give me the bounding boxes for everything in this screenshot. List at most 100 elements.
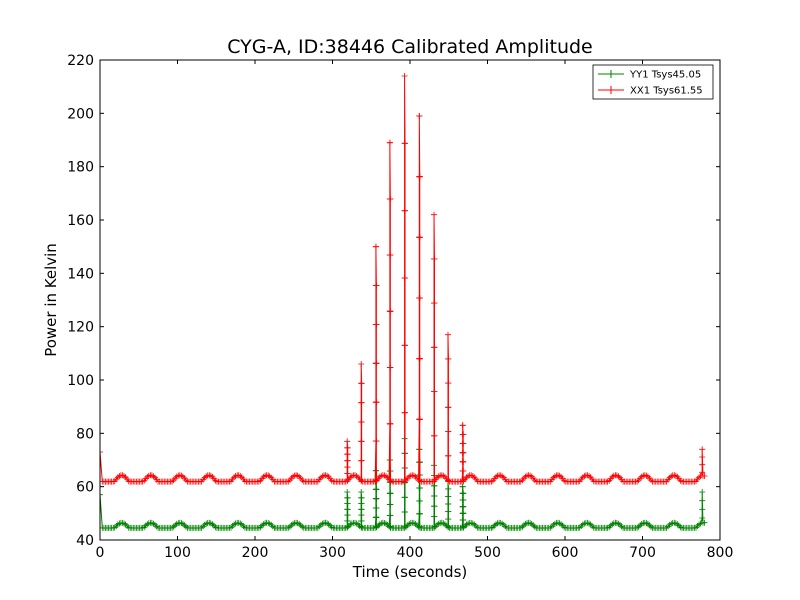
data-point: [531, 523, 538, 530]
data-point: [460, 458, 467, 465]
data-point: [499, 473, 506, 480]
data-point: [344, 464, 351, 471]
data-point: [460, 497, 467, 503]
data-point: [488, 478, 495, 485]
data-point: [556, 520, 563, 527]
data-point: [344, 517, 351, 524]
data-point: [460, 490, 467, 497]
data-point: [344, 489, 351, 495]
data-point: [344, 470, 351, 477]
data-point: [674, 521, 681, 528]
data-point: [317, 474, 324, 481]
data-point: [352, 519, 358, 526]
x-axis-label: Time (seconds): [352, 563, 468, 581]
data-point: [550, 521, 557, 528]
data-point: [460, 449, 467, 456]
data-point: [431, 211, 437, 218]
data-point: [212, 524, 219, 531]
data-point: [547, 524, 554, 531]
data-point: [402, 140, 408, 147]
data-point: [463, 474, 470, 481]
data-point: [671, 519, 678, 526]
data-point: [238, 521, 245, 528]
y-tick-label: 220: [67, 53, 94, 69]
data-point: [255, 478, 262, 485]
data-point: [206, 519, 213, 526]
y-tick-label: 140: [67, 266, 94, 282]
data-point: [150, 473, 157, 480]
x-tick-label: 700: [629, 545, 656, 561]
data-point: [344, 438, 351, 445]
data-point: [416, 355, 423, 362]
data-point: [431, 493, 438, 499]
x-tick-label: 300: [319, 545, 346, 561]
data-point: [416, 416, 423, 423]
data-point: [677, 524, 684, 531]
data-point: [460, 517, 467, 523]
data-point: [178, 520, 185, 527]
data-point: [460, 503, 467, 510]
data-point: [445, 508, 452, 515]
data-point: [469, 473, 476, 479]
data-point: [497, 520, 504, 526]
data-point: [416, 497, 423, 504]
data-point: [556, 472, 563, 479]
data-point: [431, 432, 438, 439]
data-point: [373, 505, 380, 511]
data-point: [317, 521, 324, 528]
data-point: [431, 255, 438, 262]
data-point: [324, 472, 331, 479]
data-point: [387, 420, 394, 427]
data-point: [237, 520, 244, 527]
data-point: [144, 521, 151, 528]
data-point: [699, 469, 706, 476]
legend-box: [592, 64, 714, 100]
y-tick-label: 40: [76, 533, 94, 549]
data-point: [144, 473, 151, 480]
data-point: [609, 473, 616, 480]
data-point: [643, 520, 650, 527]
data-point: [383, 473, 389, 480]
data-point: [402, 342, 408, 349]
x-tick-label: 500: [474, 545, 501, 561]
data-point: [445, 501, 452, 507]
data-point: [401, 73, 408, 79]
data-point: [376, 473, 383, 480]
data-point: [299, 523, 306, 530]
data-point: [373, 495, 380, 502]
data-point: [358, 494, 365, 501]
data-point: [373, 321, 380, 328]
legend-label-xx1: XX1 Tsys61.55: [630, 86, 703, 97]
x-tick-label: 100: [164, 545, 191, 561]
data-point: [435, 473, 442, 480]
data-point: [122, 521, 129, 528]
data-point: [432, 523, 439, 530]
data-point: [677, 477, 684, 484]
data-point: [344, 477, 351, 483]
data-point: [699, 489, 706, 495]
data-point: [634, 478, 641, 485]
data-point: [699, 461, 706, 468]
data-point: [255, 524, 262, 531]
data-point: [373, 399, 380, 406]
data-point: [352, 472, 358, 479]
data-point: [445, 452, 452, 459]
data-point: [355, 521, 362, 528]
data-point: [584, 472, 591, 479]
series-layer: [100, 73, 708, 531]
data-point: [139, 524, 146, 531]
data-point: [696, 521, 703, 528]
data-point: [431, 388, 438, 395]
data-point: [207, 520, 214, 527]
data-point: [460, 467, 467, 474]
data-point: [386, 139, 393, 146]
y-tick-label: 200: [67, 106, 94, 122]
data-point: [410, 472, 417, 479]
data-point: [169, 524, 176, 531]
data-point: [358, 438, 365, 445]
data-point: [637, 522, 644, 529]
data-point: [550, 474, 557, 481]
data-point: [445, 516, 452, 523]
